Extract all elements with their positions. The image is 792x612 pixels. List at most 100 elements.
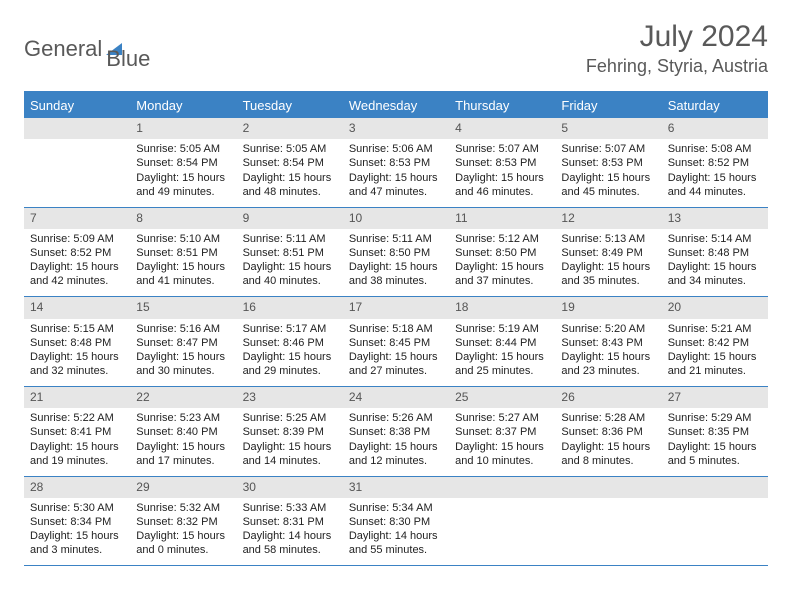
day-number: 23 bbox=[237, 387, 343, 408]
day-number: 18 bbox=[449, 297, 555, 318]
sunset-text: Sunset: 8:50 PM bbox=[455, 246, 549, 260]
day-number: 8 bbox=[130, 208, 236, 229]
sunrise-text: Sunrise: 5:29 AM bbox=[668, 411, 762, 425]
sunrise-text: Sunrise: 5:32 AM bbox=[136, 501, 230, 515]
calendar-day-cell: 2Sunrise: 5:05 AMSunset: 8:54 PMDaylight… bbox=[237, 118, 343, 207]
calendar-day-cell: 3Sunrise: 5:06 AMSunset: 8:53 PMDaylight… bbox=[343, 118, 449, 207]
sunrise-text: Sunrise: 5:21 AM bbox=[668, 322, 762, 336]
logo-text-general: General bbox=[24, 36, 102, 62]
calendar-day-cell: 16Sunrise: 5:17 AMSunset: 8:46 PMDayligh… bbox=[237, 297, 343, 386]
calendar-day-cell: 23Sunrise: 5:25 AMSunset: 8:39 PMDayligh… bbox=[237, 387, 343, 476]
daylight-text-2: and 27 minutes. bbox=[349, 364, 443, 378]
weekday-header: Tuesday bbox=[237, 93, 343, 119]
day-number: 17 bbox=[343, 297, 449, 318]
calendar-day-cell: 26Sunrise: 5:28 AMSunset: 8:36 PMDayligh… bbox=[555, 387, 661, 476]
sunset-text: Sunset: 8:39 PM bbox=[243, 425, 337, 439]
sunrise-text: Sunrise: 5:10 AM bbox=[136, 232, 230, 246]
sunrise-text: Sunrise: 5:27 AM bbox=[455, 411, 549, 425]
calendar-week-row: 14Sunrise: 5:15 AMSunset: 8:48 PMDayligh… bbox=[24, 297, 768, 386]
calendar-empty-cell bbox=[449, 477, 555, 566]
sunrise-text: Sunrise: 5:33 AM bbox=[243, 501, 337, 515]
calendar-empty-cell bbox=[662, 477, 768, 566]
calendar-day-cell: 17Sunrise: 5:18 AMSunset: 8:45 PMDayligh… bbox=[343, 297, 449, 386]
sunrise-text: Sunrise: 5:16 AM bbox=[136, 322, 230, 336]
daylight-text-1: Daylight: 15 hours bbox=[243, 260, 337, 274]
calendar-day-cell: 21Sunrise: 5:22 AMSunset: 8:41 PMDayligh… bbox=[24, 387, 130, 476]
daylight-text-1: Daylight: 14 hours bbox=[243, 529, 337, 543]
daylight-text-2: and 44 minutes. bbox=[668, 185, 762, 199]
day-number: 15 bbox=[130, 297, 236, 318]
day-number: 28 bbox=[24, 477, 130, 498]
daylight-text-1: Daylight: 15 hours bbox=[668, 350, 762, 364]
day-number: 31 bbox=[343, 477, 449, 498]
sunrise-text: Sunrise: 5:17 AM bbox=[243, 322, 337, 336]
daylight-text-1: Daylight: 15 hours bbox=[561, 260, 655, 274]
sunset-text: Sunset: 8:37 PM bbox=[455, 425, 549, 439]
title-block: July 2024 Fehring, Styria, Austria bbox=[586, 20, 768, 77]
daylight-text-1: Daylight: 15 hours bbox=[30, 350, 124, 364]
day-number: 14 bbox=[24, 297, 130, 318]
sunrise-text: Sunrise: 5:14 AM bbox=[668, 232, 762, 246]
sunset-text: Sunset: 8:46 PM bbox=[243, 336, 337, 350]
daylight-text-2: and 42 minutes. bbox=[30, 274, 124, 288]
weekday-header: Friday bbox=[555, 93, 661, 119]
daylight-text-1: Daylight: 15 hours bbox=[455, 260, 549, 274]
daylight-text-1: Daylight: 15 hours bbox=[668, 260, 762, 274]
sunrise-text: Sunrise: 5:07 AM bbox=[455, 142, 549, 156]
sunset-text: Sunset: 8:52 PM bbox=[668, 156, 762, 170]
sunset-text: Sunset: 8:35 PM bbox=[668, 425, 762, 439]
sunrise-text: Sunrise: 5:12 AM bbox=[455, 232, 549, 246]
sunset-text: Sunset: 8:51 PM bbox=[243, 246, 337, 260]
day-number: 7 bbox=[24, 208, 130, 229]
daylight-text-2: and 40 minutes. bbox=[243, 274, 337, 288]
day-number: 5 bbox=[555, 118, 661, 139]
day-number: 10 bbox=[343, 208, 449, 229]
sunrise-text: Sunrise: 5:13 AM bbox=[561, 232, 655, 246]
daylight-text-1: Daylight: 15 hours bbox=[349, 350, 443, 364]
day-number: 26 bbox=[555, 387, 661, 408]
day-number-empty bbox=[449, 477, 555, 498]
daylight-text-2: and 10 minutes. bbox=[455, 454, 549, 468]
day-number: 20 bbox=[662, 297, 768, 318]
sunrise-text: Sunrise: 5:20 AM bbox=[561, 322, 655, 336]
daylight-text-2: and 17 minutes. bbox=[136, 454, 230, 468]
daylight-text-2: and 29 minutes. bbox=[243, 364, 337, 378]
calendar-day-cell: 25Sunrise: 5:27 AMSunset: 8:37 PMDayligh… bbox=[449, 387, 555, 476]
sunrise-text: Sunrise: 5:07 AM bbox=[561, 142, 655, 156]
daylight-text-2: and 3 minutes. bbox=[30, 543, 124, 557]
daylight-text-1: Daylight: 15 hours bbox=[136, 529, 230, 543]
day-number-empty bbox=[24, 118, 130, 139]
calendar-day-cell: 1Sunrise: 5:05 AMSunset: 8:54 PMDaylight… bbox=[130, 118, 236, 207]
day-number: 13 bbox=[662, 208, 768, 229]
daylight-text-1: Daylight: 15 hours bbox=[243, 171, 337, 185]
sunset-text: Sunset: 8:45 PM bbox=[349, 336, 443, 350]
day-number: 12 bbox=[555, 208, 661, 229]
daylight-text-2: and 37 minutes. bbox=[455, 274, 549, 288]
calendar-day-cell: 5Sunrise: 5:07 AMSunset: 8:53 PMDaylight… bbox=[555, 118, 661, 207]
calendar-table: Sunday Monday Tuesday Wednesday Thursday… bbox=[24, 91, 768, 566]
daylight-text-1: Daylight: 15 hours bbox=[243, 350, 337, 364]
daylight-text-1: Daylight: 15 hours bbox=[349, 440, 443, 454]
calendar-day-cell: 11Sunrise: 5:12 AMSunset: 8:50 PMDayligh… bbox=[449, 208, 555, 297]
daylight-text-1: Daylight: 15 hours bbox=[455, 440, 549, 454]
sunrise-text: Sunrise: 5:28 AM bbox=[561, 411, 655, 425]
calendar-day-cell: 15Sunrise: 5:16 AMSunset: 8:47 PMDayligh… bbox=[130, 297, 236, 386]
daylight-text-2: and 8 minutes. bbox=[561, 454, 655, 468]
weekday-header: Sunday bbox=[24, 93, 130, 119]
calendar-day-cell: 30Sunrise: 5:33 AMSunset: 8:31 PMDayligh… bbox=[237, 477, 343, 566]
sunrise-text: Sunrise: 5:23 AM bbox=[136, 411, 230, 425]
calendar-day-cell: 13Sunrise: 5:14 AMSunset: 8:48 PMDayligh… bbox=[662, 208, 768, 297]
month-title: July 2024 bbox=[586, 20, 768, 54]
sunset-text: Sunset: 8:52 PM bbox=[30, 246, 124, 260]
sunset-text: Sunset: 8:34 PM bbox=[30, 515, 124, 529]
calendar-empty-cell bbox=[24, 118, 130, 207]
daylight-text-1: Daylight: 15 hours bbox=[668, 171, 762, 185]
sunrise-text: Sunrise: 5:11 AM bbox=[243, 232, 337, 246]
calendar-week-row: 1Sunrise: 5:05 AMSunset: 8:54 PMDaylight… bbox=[24, 118, 768, 207]
sunrise-text: Sunrise: 5:05 AM bbox=[136, 142, 230, 156]
weekday-header-row: Sunday Monday Tuesday Wednesday Thursday… bbox=[24, 93, 768, 119]
sunset-text: Sunset: 8:51 PM bbox=[136, 246, 230, 260]
daylight-text-2: and 21 minutes. bbox=[668, 364, 762, 378]
daylight-text-1: Daylight: 15 hours bbox=[668, 440, 762, 454]
calendar-day-cell: 9Sunrise: 5:11 AMSunset: 8:51 PMDaylight… bbox=[237, 208, 343, 297]
